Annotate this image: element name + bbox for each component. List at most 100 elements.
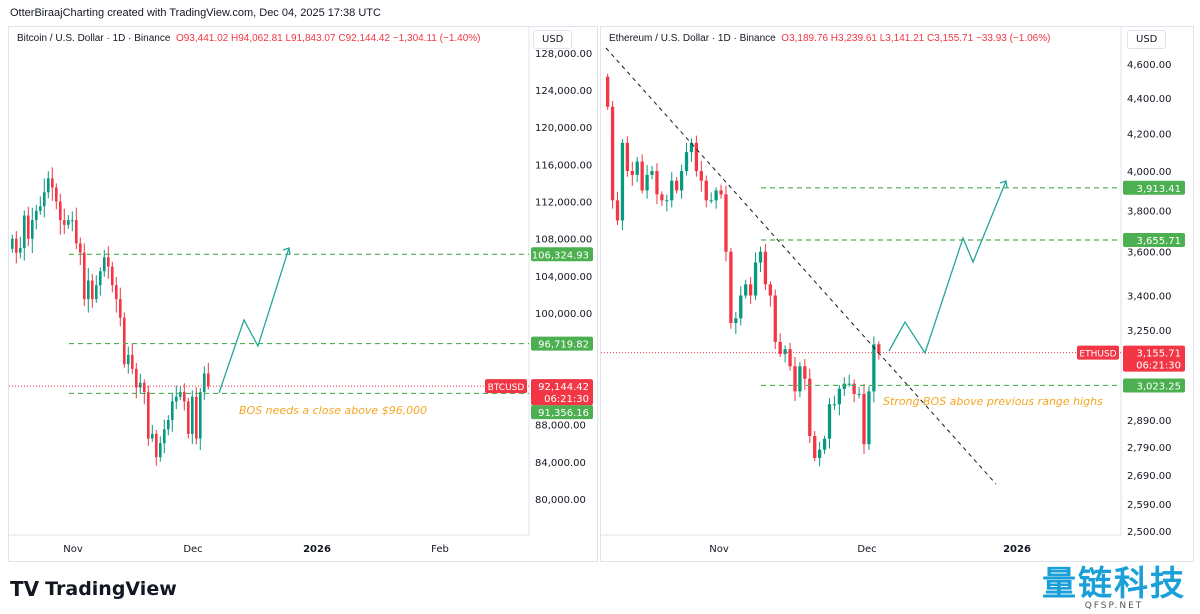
candle-body: [758, 251, 763, 263]
y-tick-label: 4,200.00: [1127, 130, 1172, 141]
candle-body: [79, 243, 82, 253]
x-tick-label: Nov: [709, 544, 729, 555]
candle-body: [159, 443, 162, 458]
candle-body: [813, 436, 817, 459]
candle-body: [753, 262, 758, 296]
level-label: 3,655.71: [1136, 236, 1181, 247]
candle-body: [842, 383, 846, 389]
level-label: 106,324.93: [532, 250, 589, 261]
symbol-label: BTCUSD: [488, 383, 525, 393]
candle-body: [606, 76, 610, 107]
low-value: L3,141.21: [879, 33, 925, 44]
candle-body: [729, 251, 733, 324]
low-value: L91,843.07: [285, 33, 336, 44]
candle-body: [103, 257, 106, 272]
candle-body: [171, 401, 174, 420]
candle-body: [724, 194, 728, 252]
y-tick-label: 100,000.00: [535, 309, 592, 320]
candle-body: [719, 190, 723, 195]
countdown-label: 06:21:30: [1136, 361, 1181, 372]
candle-body: [714, 190, 718, 201]
candle-body: [87, 280, 90, 300]
candle-body: [862, 393, 866, 445]
candle-body: [837, 388, 842, 405]
symbol-tag: [485, 379, 527, 394]
projection-arrowhead: [999, 180, 1008, 189]
tradingview-logo[interactable]: 𝗧𝗩 TradingView: [10, 577, 177, 601]
candle-body: [660, 194, 664, 201]
countdown-label: 06:21:30: [544, 394, 589, 405]
currency-button[interactable]: USD: [533, 30, 573, 49]
level-tag: [1123, 378, 1185, 393]
symbol-label: ETHUSD: [1079, 350, 1116, 360]
btc-chart-panel[interactable]: 128,000.00 124,000.00 120,000.00 116,000.00…: [8, 26, 598, 562]
y-tick-label: 2,890.00: [1127, 416, 1172, 427]
y-tick-label: 2,590.00: [1127, 500, 1172, 511]
candle-body: [31, 220, 34, 239]
candle-body: [630, 171, 634, 175]
candle-body: [798, 366, 802, 392]
candle-body: [827, 404, 832, 439]
high-value: H3,239.61: [830, 33, 877, 44]
candle-body: [625, 142, 630, 172]
candle-body: [739, 295, 743, 319]
candle-body: [195, 396, 198, 439]
y-tick-label: 108,000.00: [535, 235, 592, 246]
candle-body: [684, 152, 689, 172]
symbol-title: Ethereum / U.S. Dollar · 1D · Binance: [609, 33, 776, 44]
x-tick-label: Dec: [183, 544, 202, 555]
candle-body: [119, 299, 122, 318]
candle-body: [640, 161, 644, 191]
y-tick-label: 88,000.00: [535, 421, 586, 432]
level-tag: [531, 336, 593, 351]
symbol-tag: [1077, 345, 1119, 360]
candle-body: [187, 401, 190, 434]
price-tag: [531, 379, 593, 406]
level-tag: [1123, 232, 1185, 247]
candle-body: [675, 180, 679, 191]
candle-body: [191, 396, 194, 434]
candle-body: [852, 383, 856, 394]
eth-legend: Ethereum / U.S. Dollar · 1D · Binance O3…: [609, 33, 1050, 44]
y-tick-label: 80,000.00: [535, 495, 586, 506]
candle-body: [131, 354, 134, 369]
candle-body: [155, 433, 158, 458]
candle-body: [704, 180, 708, 201]
candle-body: [763, 251, 768, 285]
candle-body: [709, 200, 713, 202]
candle-body: [635, 161, 639, 175]
candle-body: [115, 285, 118, 300]
candle-body: [175, 396, 178, 402]
candle-body: [778, 341, 782, 354]
y-tick-label: 2,790.00: [1127, 443, 1172, 454]
y-tick-label: 84,000.00: [535, 458, 586, 469]
y-tick-label: 124,000.00: [535, 86, 592, 97]
candle-body: [808, 378, 812, 437]
candle-body: [111, 266, 114, 286]
y-tick-label: 3,800.00: [1127, 206, 1172, 217]
candle-body: [199, 392, 202, 439]
candle-body: [655, 171, 659, 195]
close-value: C92,144.42: [338, 33, 391, 44]
level-label: 91,356.16: [538, 408, 589, 419]
y-tick-label: 128,000.00: [535, 49, 592, 60]
candle-body: [665, 200, 669, 202]
candle-body: [203, 373, 206, 393]
currency-button[interactable]: USD: [1127, 30, 1167, 49]
x-tick-label: 2026: [303, 544, 331, 555]
candle-body: [43, 192, 46, 207]
candle-body: [610, 106, 615, 201]
level-tag: [531, 405, 593, 420]
x-tick-label: Dec: [857, 544, 876, 555]
candle-body: [139, 382, 142, 388]
candle-body: [71, 220, 74, 222]
y-tick-label: 3,250.00: [1127, 326, 1172, 337]
candle-body: [744, 284, 748, 296]
candle-body: [15, 238, 18, 253]
candle-body: [151, 433, 154, 439]
candle-body: [99, 271, 102, 286]
open-value: O3,189.76: [781, 33, 829, 44]
eth-chart-panel[interactable]: 4,600.00 4,400.00 4,200.00 4,000.00 3,800.00…: [600, 26, 1194, 562]
change-value: −33.93 (−1.06%): [975, 33, 1051, 44]
x-tick-label: Nov: [63, 544, 83, 555]
